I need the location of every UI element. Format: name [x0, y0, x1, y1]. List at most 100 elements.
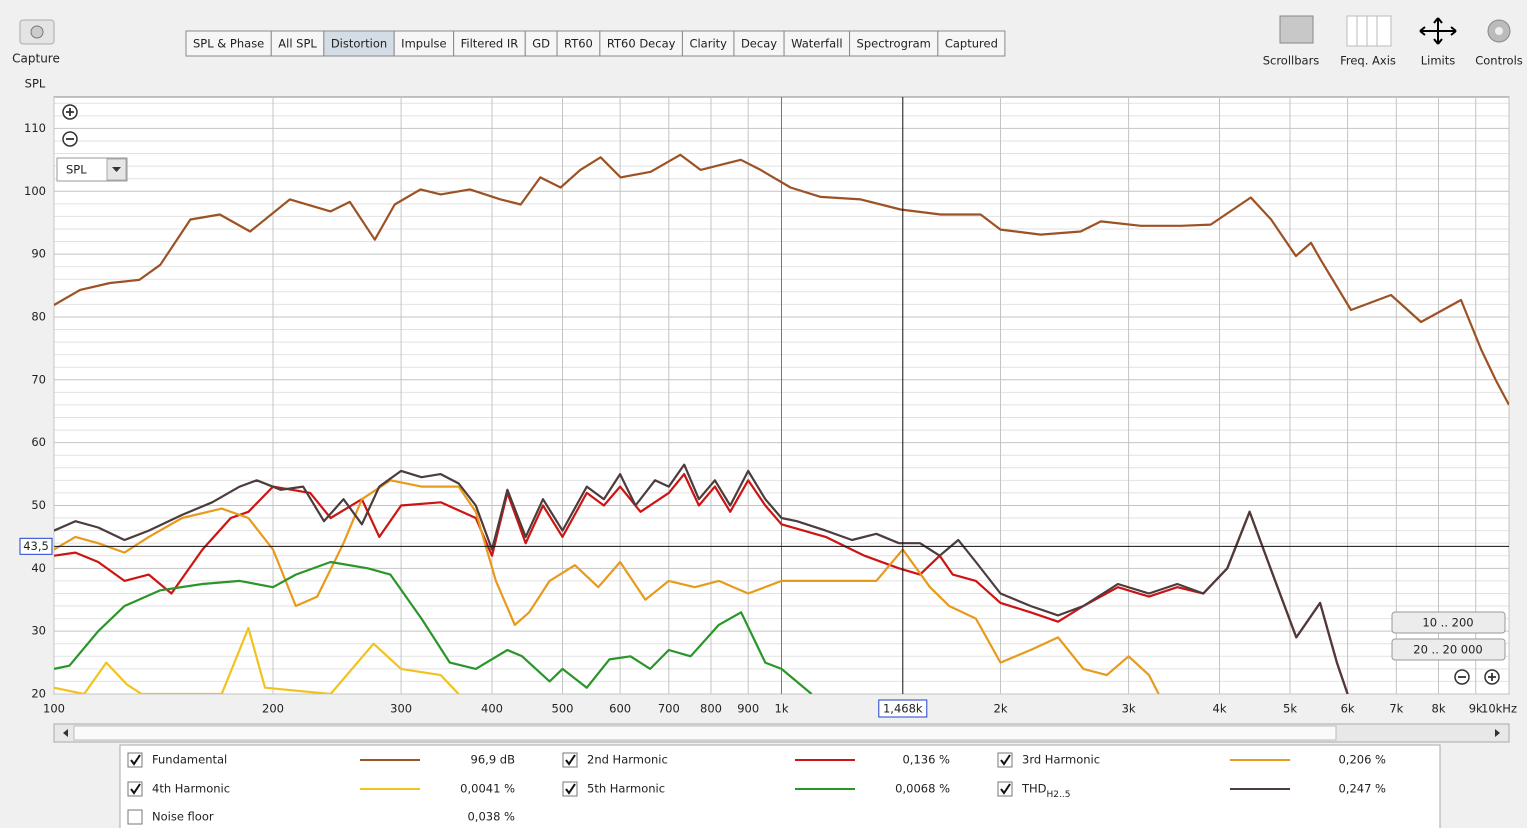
tab-label: RT60 Decay — [607, 37, 676, 51]
tab[interactable]: Impulse — [393, 30, 455, 57]
legend-checkbox[interactable] — [127, 809, 143, 825]
x-tick-label: 7k — [1389, 702, 1403, 716]
tab[interactable]: Filtered IR — [453, 30, 526, 57]
range-button-box — [1391, 611, 1506, 634]
toolbar-button-label[interactable]: Scrollbars — [1263, 54, 1320, 68]
selector-arrow — [112, 167, 121, 172]
overlay: 1,468k 43,5 10 .. 200 20 .. 20 000 — [19, 97, 1509, 718]
legend-readout: 0,0068 % — [895, 782, 950, 796]
x-zoom-in-button[interactable] — [1484, 669, 1500, 685]
right-icons — [1279, 15, 1511, 47]
legend-name: 3rd Harmonic — [1022, 753, 1100, 767]
range-button[interactable]: 10 .. 200 — [1391, 611, 1506, 634]
tab[interactable]: Spectrogram — [849, 30, 939, 57]
selector-value: SPL — [66, 163, 87, 177]
range-button-label: 20 .. 20 000 — [1413, 643, 1483, 657]
tab-label: Clarity — [689, 37, 727, 51]
x-zoom-out-button[interactable] — [1454, 669, 1470, 685]
toolbar-button-label[interactable]: Freq. Axis — [1340, 54, 1396, 68]
zoom-out-button[interactable] — [62, 131, 78, 147]
series-line — [54, 479, 1160, 694]
tab-label: Captured — [945, 37, 998, 51]
tab-box — [599, 30, 683, 57]
tab[interactable]: All SPL — [270, 30, 325, 57]
tab[interactable]: Waterfall — [783, 30, 851, 57]
legend-item[interactable]: 3rd Harmonic 0,206 % — [997, 752, 1386, 768]
tab-box — [524, 30, 558, 57]
scrollbar[interactable] — [53, 723, 1510, 743]
tab-box — [681, 30, 735, 57]
toolbar: SPL & Phase All SPL Distortion Impulse Filte… — [185, 30, 1523, 68]
x-tick-label: 9k — [1469, 702, 1483, 716]
trace-selector[interactable]: SPL — [56, 157, 128, 182]
tab-box — [453, 30, 526, 57]
legend-panel — [119, 744, 1441, 828]
legend-readout: 96,9 dB — [471, 753, 516, 767]
x-tick-label: 200 — [262, 702, 284, 716]
tab[interactable]: RT60 — [556, 30, 601, 57]
tab-label: Impulse — [401, 37, 446, 51]
x-tick-label: 500 — [552, 702, 574, 716]
cursor-y-box — [19, 537, 53, 555]
legend-checkmark — [130, 783, 141, 795]
x-tick-label: 600 — [609, 702, 631, 716]
x-tick-label: 700 — [658, 702, 680, 716]
range-button-box — [1391, 638, 1506, 661]
legend-readout: 0,206 % — [1338, 753, 1386, 767]
legend-item[interactable]: 4th Harmonic 0,0041 % — [127, 781, 515, 797]
legend-name: 5th Harmonic — [587, 782, 665, 796]
zoom-in-button[interactable] — [62, 104, 78, 120]
tab[interactable]: Clarity — [681, 30, 735, 57]
legend-checkmark — [130, 754, 141, 766]
zoom-controls — [62, 104, 1500, 685]
y-tick-label: 40 — [31, 561, 46, 575]
legend-name: 4th Harmonic — [152, 782, 230, 796]
y-tick-label: 110 — [24, 121, 46, 135]
x-tick-label: 400 — [481, 702, 503, 716]
legend: Fundamental 96,9 dB 2nd Harmonic 0,136 % 3rd… — [127, 752, 1386, 825]
tab[interactable]: SPL & Phase — [185, 30, 272, 57]
limits-icon — [1419, 17, 1457, 45]
tab-box — [270, 30, 325, 57]
x-tick-label: 300 — [390, 702, 412, 716]
legend-item[interactable]: 5th Harmonic 0,0068 % — [562, 781, 950, 797]
cursor-x-label: 1,468k — [883, 702, 923, 716]
tab-box — [937, 30, 1006, 57]
x-tick-label: 100 — [43, 702, 65, 716]
tab[interactable]: Captured — [937, 30, 1006, 57]
y-tick-label: 70 — [31, 372, 46, 386]
tab-label: All SPL — [278, 37, 317, 51]
tab[interactable]: Decay — [733, 30, 785, 57]
series-line — [54, 463, 1349, 694]
x-tick-label: 8k — [1432, 702, 1446, 716]
legend-item[interactable]: 2nd Harmonic 0,136 % — [562, 752, 950, 768]
legend-readout: 0,136 % — [902, 753, 950, 767]
y-tick-label: 60 — [31, 435, 46, 449]
legend-name: 2nd Harmonic — [587, 753, 668, 767]
capture-lens — [30, 25, 44, 39]
tab[interactable]: Distortion — [323, 30, 395, 57]
tab-box — [556, 30, 601, 57]
y-axis-label: SPL — [25, 77, 46, 91]
tab-label: Filtered IR — [461, 37, 519, 51]
grid: 20 30 40 50 60 70 80 90 100 110 100 200 300 400 500 600… — [24, 97, 1517, 716]
legend-item[interactable]: Noise floor 0,038 % — [127, 809, 515, 825]
y-tick-label: 100 — [24, 184, 46, 198]
toolbar-button-label[interactable]: Controls — [1475, 54, 1523, 68]
freq-axis-icon — [1346, 15, 1392, 47]
legend-name: Noise floor — [152, 810, 214, 824]
x-tick-label: 5k — [1283, 702, 1297, 716]
tab-label: Waterfall — [791, 37, 842, 51]
legend-readout: 0,0041 % — [460, 782, 515, 796]
cursor-y-label: 43,5 — [23, 539, 49, 553]
legend-item[interactable]: Fundamental 96,9 dB — [127, 752, 516, 768]
tab[interactable]: RT60 Decay — [599, 30, 683, 57]
capture-button[interactable]: Capture — [12, 19, 60, 66]
toolbar-button-label[interactable]: Limits — [1421, 54, 1456, 68]
curves — [54, 153, 1509, 694]
tab[interactable]: GD — [524, 30, 558, 57]
range-button[interactable]: 20 .. 20 000 — [1391, 638, 1506, 661]
series-line — [54, 153, 1509, 406]
series-line — [54, 626, 460, 694]
